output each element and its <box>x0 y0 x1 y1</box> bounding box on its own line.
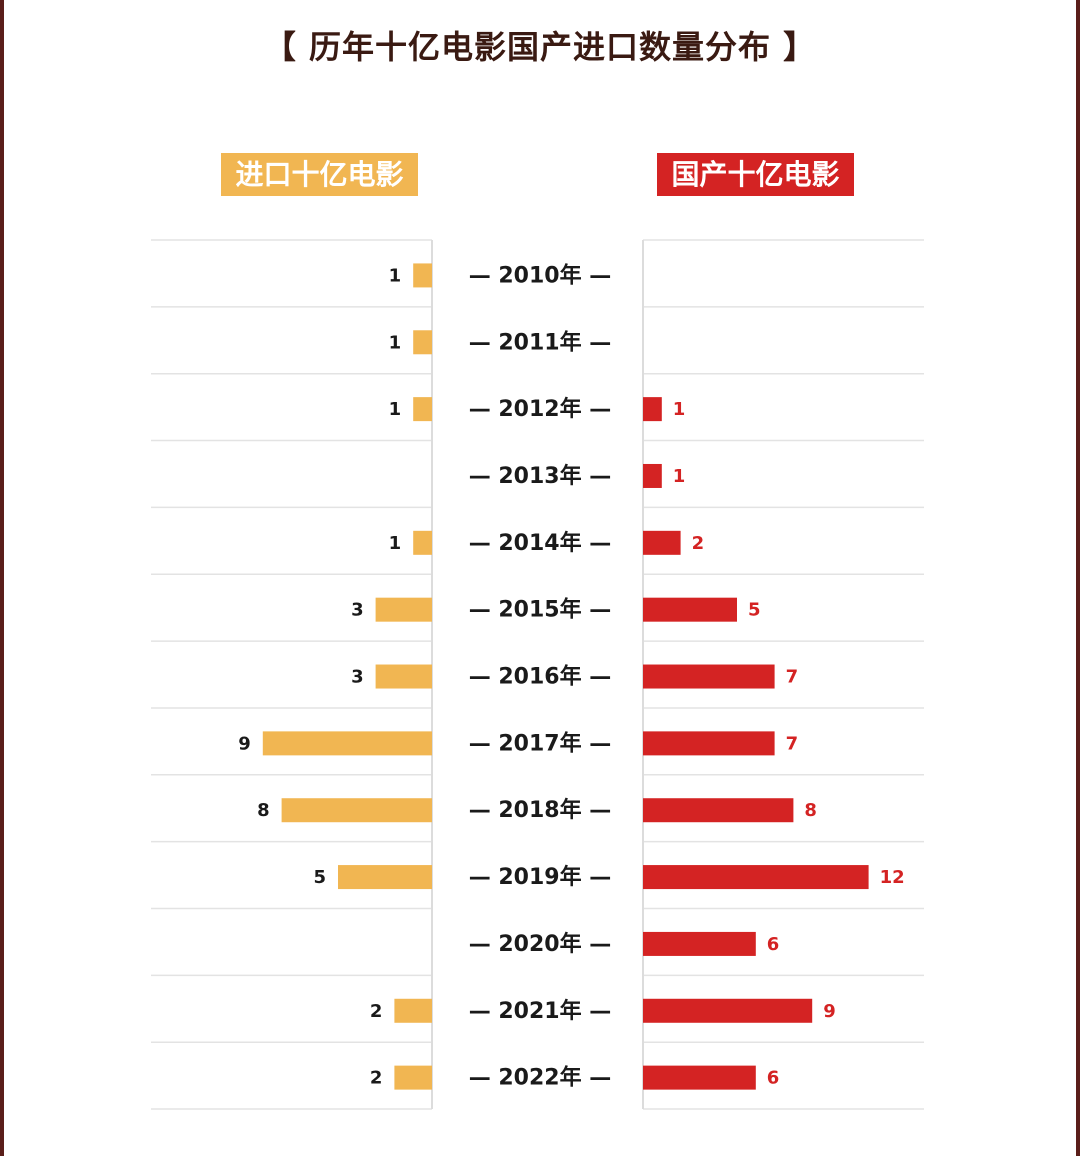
import-value-label: 1 <box>389 265 402 286</box>
domestic-bar <box>643 463 662 488</box>
import-bar <box>413 263 432 288</box>
domestic-value-label: 12 <box>880 867 905 888</box>
domestic-bar <box>643 731 775 756</box>
import-bar <box>338 865 432 890</box>
domestic-value-label: 6 <box>767 934 780 955</box>
domestic-bar <box>643 865 869 890</box>
import-value-label: 3 <box>351 667 364 688</box>
import-value-label: 1 <box>389 332 402 353</box>
domestic-value-label: 6 <box>767 1068 780 1089</box>
domestic-value-label: 7 <box>786 667 799 688</box>
domestic-value-label: 8 <box>804 800 817 821</box>
chart-title: 【 历年十亿电影国产进口数量分布 】 <box>263 28 817 66</box>
domestic-bar <box>643 798 794 823</box>
domestic-value-label: 7 <box>786 733 799 754</box>
domestic-value-label: 2 <box>692 533 705 554</box>
year-label: — 2013年 — <box>469 463 612 489</box>
year-label: — 2020年 — <box>469 931 612 957</box>
import-bar <box>375 597 432 622</box>
year-label: — 2019年 — <box>469 864 612 890</box>
domestic-value-label: 5 <box>748 600 761 621</box>
year-label: — 2017年 — <box>469 730 612 756</box>
domestic-bar <box>643 530 681 555</box>
import-value-label: 8 <box>257 800 270 821</box>
domestic-value-label: 1 <box>673 466 686 487</box>
year-label: — 2022年 — <box>469 1065 612 1091</box>
import-value-label: 1 <box>389 533 402 554</box>
year-label: — 2018年 — <box>469 797 612 823</box>
domestic-bar <box>643 931 756 956</box>
legend-import-badge: 进口十亿电影 <box>221 153 418 196</box>
import-value-label: 9 <box>238 733 251 754</box>
year-label: — 2016年 — <box>469 664 612 690</box>
domestic-bar <box>643 998 813 1023</box>
year-label: — 2012年 — <box>469 396 612 422</box>
import-value-label: 3 <box>351 600 364 621</box>
domestic-bar <box>643 397 662 422</box>
import-bar <box>394 998 432 1023</box>
import-value-label: 2 <box>370 1068 383 1089</box>
import-bar <box>281 798 432 823</box>
year-label: — 2015年 — <box>469 597 612 623</box>
domestic-value-label: 1 <box>673 399 686 420</box>
year-label: — 2014年 — <box>469 530 612 556</box>
import-bar <box>413 397 432 422</box>
year-label: — 2021年 — <box>469 998 612 1024</box>
import-value-label: 5 <box>313 867 326 888</box>
import-bar <box>262 731 432 756</box>
import-value-label: 2 <box>370 1001 383 1022</box>
legend-domestic-badge: 国产十亿电影 <box>657 153 854 196</box>
year-label: — 2010年 — <box>469 262 612 288</box>
import-value-label: 1 <box>389 399 402 420</box>
import-bar <box>413 530 432 555</box>
year-label: — 2011年 — <box>469 329 612 355</box>
domestic-bar <box>643 664 775 689</box>
import-bar <box>375 664 432 689</box>
import-bar <box>394 1065 432 1090</box>
domestic-bar <box>643 597 737 622</box>
domestic-bar <box>643 1065 756 1090</box>
import-bar <box>413 330 432 355</box>
domestic-value-label: 9 <box>823 1001 836 1022</box>
